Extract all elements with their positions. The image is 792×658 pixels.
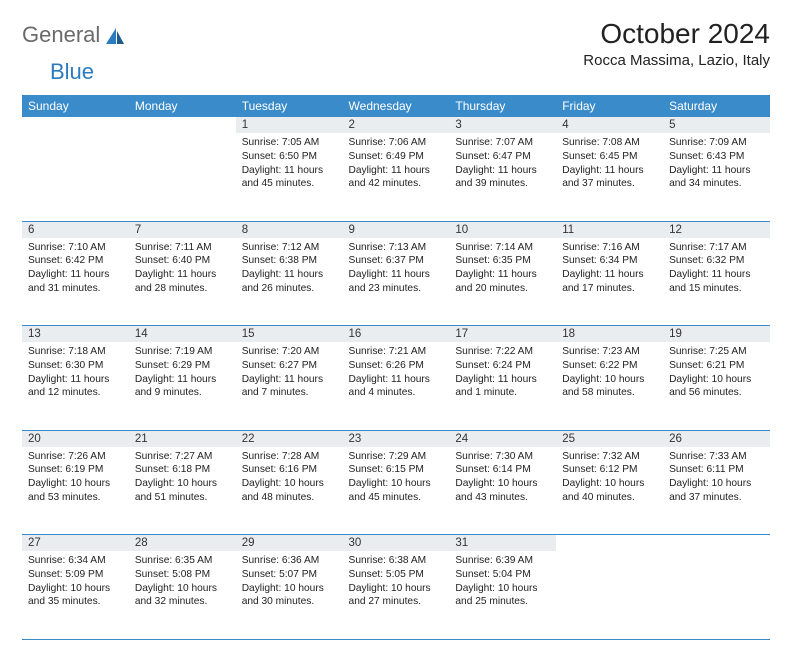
day-number (129, 117, 236, 133)
day-number: 2 (343, 117, 450, 133)
day-number: 9 (343, 221, 450, 238)
day-cell: Sunrise: 7:32 AMSunset: 6:12 PMDaylight:… (556, 447, 663, 535)
day-cell: Sunrise: 7:11 AMSunset: 6:40 PMDaylight:… (129, 238, 236, 326)
day-number: 22 (236, 430, 343, 447)
weekday-header-row: Sunday Monday Tuesday Wednesday Thursday… (22, 95, 770, 117)
day-number: 26 (663, 430, 770, 447)
day-number: 5 (663, 117, 770, 133)
day-number: 30 (343, 535, 450, 552)
day-cell: Sunrise: 7:21 AMSunset: 6:26 PMDaylight:… (343, 342, 450, 430)
day-number: 14 (129, 326, 236, 343)
day-number-row: 6789101112 (22, 221, 770, 238)
day-number: 24 (449, 430, 556, 447)
day-number (556, 535, 663, 552)
day-number: 10 (449, 221, 556, 238)
day-cell: Sunrise: 7:17 AMSunset: 6:32 PMDaylight:… (663, 238, 770, 326)
day-cell: Sunrise: 7:25 AMSunset: 6:21 PMDaylight:… (663, 342, 770, 430)
day-number: 4 (556, 117, 663, 133)
day-cell: Sunrise: 7:06 AMSunset: 6:49 PMDaylight:… (343, 133, 450, 221)
calendar-body: 12345Sunrise: 7:05 AMSunset: 6:50 PMDayl… (22, 117, 770, 639)
brand-logo: General (22, 18, 128, 48)
weekday-header: Saturday (663, 95, 770, 117)
day-cell: Sunrise: 7:27 AMSunset: 6:18 PMDaylight:… (129, 447, 236, 535)
day-number (663, 535, 770, 552)
sail-icon (104, 26, 126, 46)
day-number: 31 (449, 535, 556, 552)
day-number-row: 12345 (22, 117, 770, 133)
day-number: 1 (236, 117, 343, 133)
day-cell: Sunrise: 7:08 AMSunset: 6:45 PMDaylight:… (556, 133, 663, 221)
day-number: 19 (663, 326, 770, 343)
day-content-row: Sunrise: 7:05 AMSunset: 6:50 PMDaylight:… (22, 133, 770, 221)
day-number: 8 (236, 221, 343, 238)
day-number: 6 (22, 221, 129, 238)
day-number: 7 (129, 221, 236, 238)
weekday-header: Monday (129, 95, 236, 117)
weekday-header: Thursday (449, 95, 556, 117)
day-cell: Sunrise: 7:19 AMSunset: 6:29 PMDaylight:… (129, 342, 236, 430)
weekday-header: Tuesday (236, 95, 343, 117)
day-cell: Sunrise: 7:09 AMSunset: 6:43 PMDaylight:… (663, 133, 770, 221)
day-cell: Sunrise: 7:07 AMSunset: 6:47 PMDaylight:… (449, 133, 556, 221)
day-cell (556, 551, 663, 639)
day-cell: Sunrise: 7:14 AMSunset: 6:35 PMDaylight:… (449, 238, 556, 326)
day-content-row: Sunrise: 7:10 AMSunset: 6:42 PMDaylight:… (22, 238, 770, 326)
day-number: 23 (343, 430, 450, 447)
day-number: 15 (236, 326, 343, 343)
day-number: 13 (22, 326, 129, 343)
day-cell: Sunrise: 7:18 AMSunset: 6:30 PMDaylight:… (22, 342, 129, 430)
day-number: 16 (343, 326, 450, 343)
location: Rocca Massima, Lazio, Italy (583, 52, 770, 69)
title-block: October 2024 Rocca Massima, Lazio, Italy (583, 18, 770, 69)
month-title: October 2024 (583, 18, 770, 50)
brand-part1: General (22, 22, 100, 48)
day-cell: Sunrise: 7:26 AMSunset: 6:19 PMDaylight:… (22, 447, 129, 535)
day-cell (129, 133, 236, 221)
weekday-header: Sunday (22, 95, 129, 117)
day-cell: Sunrise: 7:13 AMSunset: 6:37 PMDaylight:… (343, 238, 450, 326)
day-cell: Sunrise: 7:30 AMSunset: 6:14 PMDaylight:… (449, 447, 556, 535)
day-cell: Sunrise: 7:33 AMSunset: 6:11 PMDaylight:… (663, 447, 770, 535)
day-cell: Sunrise: 6:39 AMSunset: 5:04 PMDaylight:… (449, 551, 556, 639)
day-number: 29 (236, 535, 343, 552)
day-number: 12 (663, 221, 770, 238)
day-content-row: Sunrise: 7:26 AMSunset: 6:19 PMDaylight:… (22, 447, 770, 535)
calendar-page: General October 2024 Rocca Massima, Lazi… (0, 0, 792, 658)
day-number-row: 20212223242526 (22, 430, 770, 447)
day-cell: Sunrise: 7:05 AMSunset: 6:50 PMDaylight:… (236, 133, 343, 221)
day-cell: Sunrise: 6:36 AMSunset: 5:07 PMDaylight:… (236, 551, 343, 639)
day-cell: Sunrise: 7:10 AMSunset: 6:42 PMDaylight:… (22, 238, 129, 326)
day-number: 18 (556, 326, 663, 343)
day-number: 20 (22, 430, 129, 447)
day-cell: Sunrise: 7:20 AMSunset: 6:27 PMDaylight:… (236, 342, 343, 430)
day-number: 27 (22, 535, 129, 552)
day-cell: Sunrise: 6:38 AMSunset: 5:05 PMDaylight:… (343, 551, 450, 639)
day-number: 28 (129, 535, 236, 552)
day-number: 25 (556, 430, 663, 447)
calendar-table: Sunday Monday Tuesday Wednesday Thursday… (22, 95, 770, 640)
day-cell: Sunrise: 6:34 AMSunset: 5:09 PMDaylight:… (22, 551, 129, 639)
day-cell: Sunrise: 7:29 AMSunset: 6:15 PMDaylight:… (343, 447, 450, 535)
day-cell: Sunrise: 6:35 AMSunset: 5:08 PMDaylight:… (129, 551, 236, 639)
day-cell: Sunrise: 7:23 AMSunset: 6:22 PMDaylight:… (556, 342, 663, 430)
weekday-header: Friday (556, 95, 663, 117)
day-cell: Sunrise: 7:22 AMSunset: 6:24 PMDaylight:… (449, 342, 556, 430)
day-number-row: 13141516171819 (22, 326, 770, 343)
weekday-header: Wednesday (343, 95, 450, 117)
day-number-row: 2728293031 (22, 535, 770, 552)
day-content-row: Sunrise: 7:18 AMSunset: 6:30 PMDaylight:… (22, 342, 770, 430)
day-cell: Sunrise: 7:28 AMSunset: 6:16 PMDaylight:… (236, 447, 343, 535)
day-content-row: Sunrise: 6:34 AMSunset: 5:09 PMDaylight:… (22, 551, 770, 639)
day-cell (22, 133, 129, 221)
day-number: 21 (129, 430, 236, 447)
day-number: 3 (449, 117, 556, 133)
day-number (22, 117, 129, 133)
day-cell: Sunrise: 7:12 AMSunset: 6:38 PMDaylight:… (236, 238, 343, 326)
day-number: 17 (449, 326, 556, 343)
day-cell: Sunrise: 7:16 AMSunset: 6:34 PMDaylight:… (556, 238, 663, 326)
day-number: 11 (556, 221, 663, 238)
day-cell (663, 551, 770, 639)
